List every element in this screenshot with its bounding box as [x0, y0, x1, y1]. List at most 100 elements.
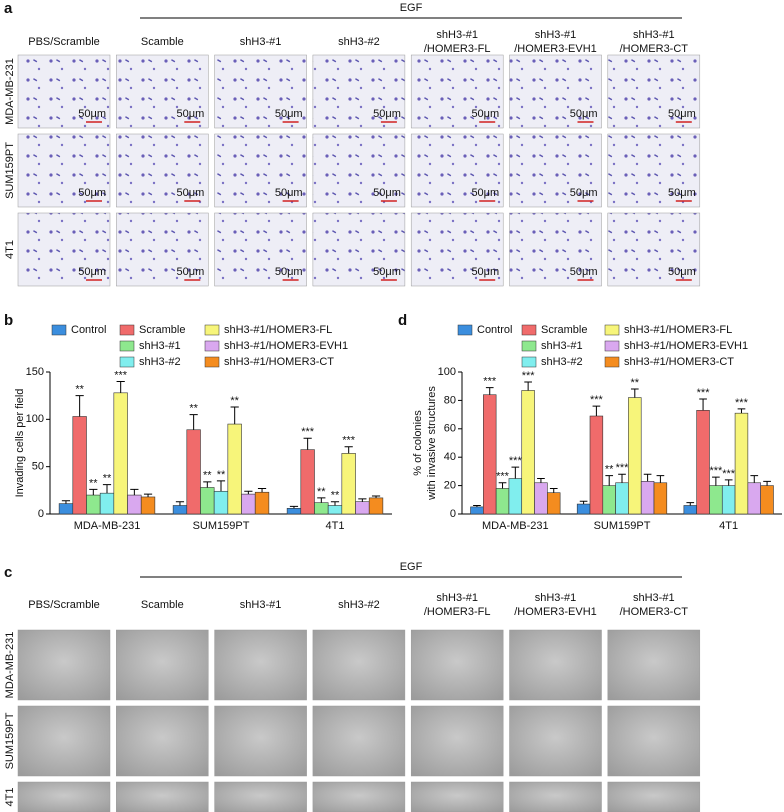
y-tick-label: 100 [438, 366, 456, 378]
micrograph [312, 212, 406, 287]
scale-bar-label: 50μm [177, 108, 205, 120]
micrograph [509, 54, 602, 129]
panel-label: c [4, 564, 12, 581]
error-bar [605, 475, 614, 486]
error-bar [656, 475, 665, 483]
legend-swatch [604, 356, 620, 368]
micrograph [116, 212, 209, 287]
bar [127, 494, 142, 515]
legend-label: shH3-#1/HOMER3-EVH1 [624, 340, 748, 352]
micrograph [312, 54, 406, 129]
x-tick-label: 4T1 [326, 520, 345, 532]
column-label: shH3-#1 [633, 29, 675, 41]
bar [341, 453, 356, 515]
significance: ** [89, 477, 98, 489]
micrograph [509, 781, 602, 812]
legend-swatch [119, 356, 135, 368]
micrograph [17, 54, 111, 129]
bar [709, 485, 723, 515]
micrograph [410, 212, 504, 287]
row-label: MDA-MB-231 [4, 632, 16, 699]
panel-label: a [4, 0, 13, 17]
bar [254, 491, 270, 515]
bar [721, 485, 736, 515]
error-bar [524, 381, 532, 391]
micrograph [607, 629, 701, 701]
bar [734, 412, 749, 515]
error-bar [592, 405, 601, 417]
bar [653, 482, 668, 515]
micrograph [607, 54, 701, 129]
legend-label: shH3-#1 [139, 340, 181, 352]
significance: *** [697, 387, 711, 399]
legend-label: shH3-#1/HOMER3-CT [224, 356, 334, 368]
significance: *** [114, 369, 128, 381]
micrograph [214, 629, 307, 701]
bar [172, 505, 188, 515]
legend-label: shH3-#1/HOMER3-EVH1 [224, 340, 348, 352]
bar [547, 492, 561, 515]
legend-label: shH3-#2 [139, 356, 181, 368]
bar [615, 482, 629, 515]
bar [760, 485, 774, 515]
y-axis-label: with invasive structures [426, 386, 438, 501]
column-label: shH3-#1 [535, 592, 577, 604]
legend-swatch [119, 324, 135, 336]
significance: *** [496, 471, 510, 483]
micrograph [410, 133, 504, 208]
micrograph [607, 705, 701, 777]
error-bar [737, 408, 746, 414]
scale-bar-label: 50μm [177, 187, 205, 199]
micrograph [214, 705, 307, 777]
micrograph [312, 781, 406, 812]
error-bar [643, 473, 652, 482]
legend-swatch [457, 324, 473, 336]
legend-swatch [119, 340, 135, 352]
error-bar [579, 500, 588, 505]
group-header: EGF [400, 2, 423, 14]
significance: *** [616, 462, 630, 474]
error-bar [549, 487, 558, 493]
bar [576, 503, 591, 515]
legend-swatch [604, 340, 620, 352]
column-label: /HOMER3-CT [620, 606, 689, 618]
column-label: shH3-#1 [436, 592, 478, 604]
bar [521, 390, 535, 515]
scale-bar-label: 50μm [177, 266, 205, 278]
column-label: /HOMER3-CT [620, 43, 689, 55]
bar [696, 410, 710, 515]
error-bar [763, 480, 771, 486]
bar [602, 485, 616, 515]
error-bar [289, 505, 299, 509]
significance: *** [342, 435, 356, 447]
micrograph [116, 629, 209, 701]
micrograph [410, 54, 504, 129]
column-label: /HOMER3-EVH1 [514, 43, 597, 55]
bar [534, 482, 548, 515]
y-tick-label: 0 [450, 508, 456, 520]
bar [470, 506, 484, 515]
bar [300, 449, 315, 515]
micrograph [214, 133, 307, 208]
micrograph [410, 629, 504, 701]
legend-swatch [204, 324, 220, 336]
micrograph [410, 781, 504, 812]
error-bar [358, 498, 367, 502]
bar [200, 487, 215, 515]
bar [683, 505, 697, 515]
micrograph [116, 705, 209, 777]
micrograph [312, 705, 406, 777]
legend-swatch [51, 324, 67, 336]
y-tick-label: 0 [38, 508, 44, 520]
column-label: /HOMER3-EVH1 [514, 606, 597, 618]
micrograph [509, 133, 602, 208]
bar [286, 508, 302, 515]
micrograph [17, 705, 111, 777]
significance: *** [522, 370, 536, 382]
significance: *** [709, 465, 723, 477]
micrograph [312, 133, 406, 208]
scale-bar-label: 50μm [668, 187, 696, 199]
micrograph [17, 133, 111, 208]
row-label: MDA-MB-231 [4, 58, 16, 125]
micrograph [214, 54, 307, 129]
